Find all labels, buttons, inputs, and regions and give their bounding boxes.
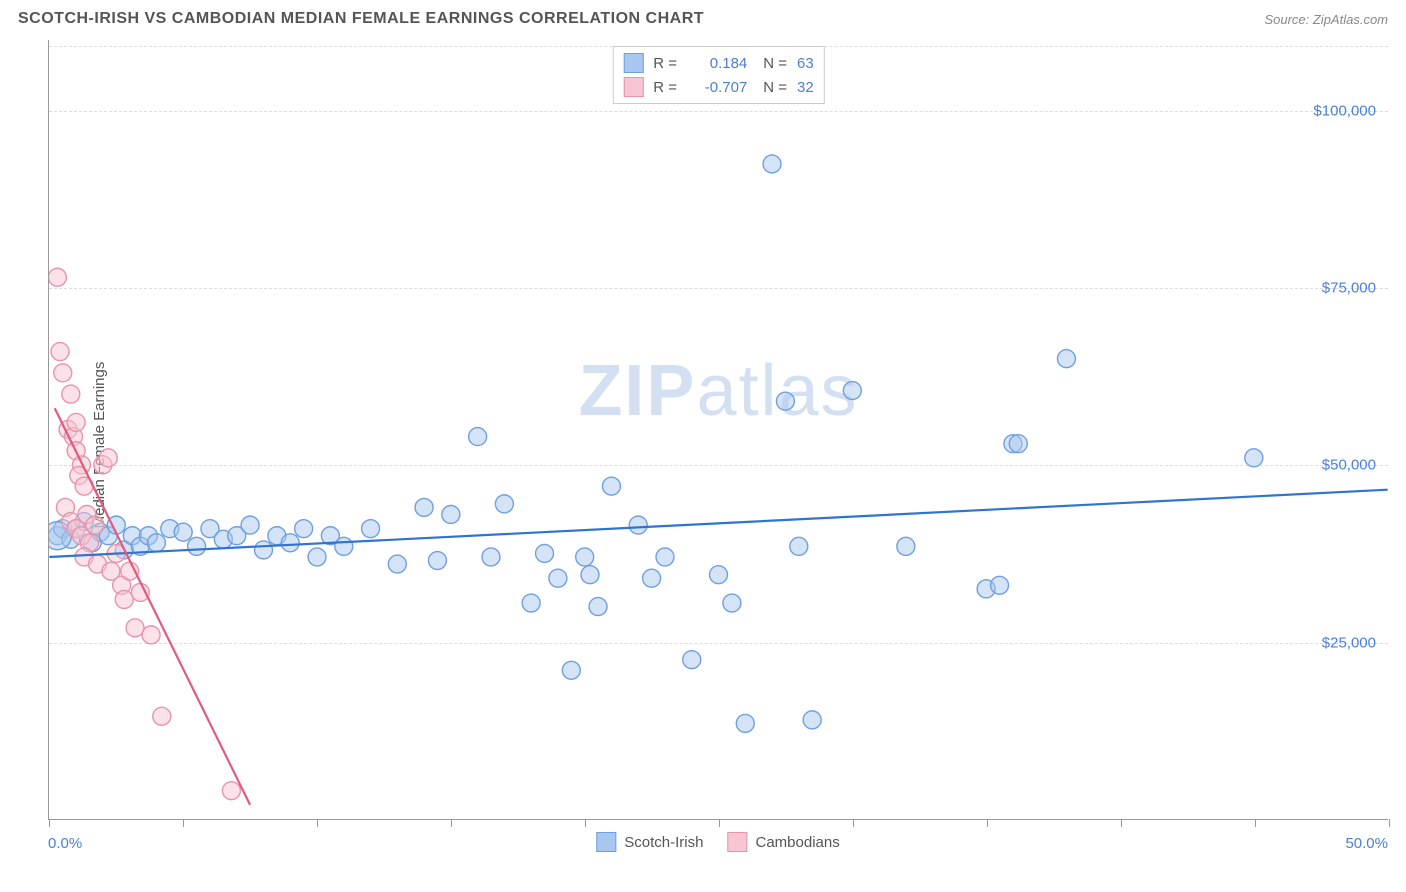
data-point [1245,449,1263,467]
data-point [736,714,754,732]
x-tick [1389,819,1390,827]
r-value-scotch-irish: 0.184 [691,55,747,72]
data-point [126,619,144,637]
data-point [442,505,460,523]
data-point [188,537,206,555]
data-point [776,392,794,410]
data-point [1057,350,1075,368]
data-point [86,516,104,534]
data-point [803,711,821,729]
legend-label-scotch-irish: Scotch-Irish [624,834,703,851]
data-point [602,477,620,495]
data-point [222,782,240,800]
x-min-label: 0.0% [48,835,82,852]
data-point [629,516,647,534]
x-tick [317,819,318,827]
data-point [115,590,133,608]
data-point [991,576,1009,594]
data-point [576,548,594,566]
data-point [897,537,915,555]
stats-row-cambodians: R = -0.707 N = 32 [623,75,813,99]
data-point [562,661,580,679]
data-point [589,598,607,616]
stats-legend: R = 0.184 N = 63 R = -0.707 N = 32 [612,46,824,104]
data-point [142,626,160,644]
data-point [683,651,701,669]
data-point [723,594,741,612]
x-tick [451,819,452,827]
x-tick [585,819,586,827]
data-point [522,594,540,612]
r-label: R = [653,55,681,72]
data-point [51,343,69,361]
data-point [362,520,380,538]
legend-item-scotch-irish: Scotch-Irish [596,832,703,852]
data-point [536,544,554,562]
x-tick [1255,819,1256,827]
data-point [99,449,117,467]
data-point [147,534,165,552]
x-tick [987,819,988,827]
legend-item-cambodians: Cambodians [727,832,839,852]
r-label: R = [653,79,681,96]
x-tick [183,819,184,827]
data-point [643,569,661,587]
data-point [131,583,149,601]
data-point [254,541,272,559]
data-point [241,516,259,534]
n-label: N = [763,55,787,72]
x-tick [1121,819,1122,827]
scatter-plot-svg [49,40,1388,819]
data-point [54,364,72,382]
data-point [482,548,500,566]
plot-area: ZIPatlas $25,000$50,000$75,000$100,000 R… [48,40,1388,820]
chart-container: Median Female Earnings ZIPatlas $25,000$… [48,40,1388,850]
r-value-cambodians: -0.707 [691,79,747,96]
swatch-cambodians [623,77,643,97]
data-point [763,155,781,173]
swatch-scotch-irish [596,832,616,852]
n-label: N = [763,79,787,96]
data-point [428,552,446,570]
data-point [295,520,313,538]
x-tick [853,819,854,827]
data-point [174,523,192,541]
data-point [388,555,406,573]
trend-line [55,408,250,805]
swatch-cambodians [727,832,747,852]
n-value-scotch-irish: 63 [797,55,814,72]
swatch-scotch-irish [623,53,643,73]
data-point [281,534,299,552]
data-point [581,566,599,584]
data-point [62,385,80,403]
data-point [790,537,808,555]
data-point [415,498,433,516]
data-point [49,268,66,286]
data-point [656,548,674,566]
data-point [153,707,171,725]
data-point [67,413,85,431]
n-value-cambodians: 32 [797,79,814,96]
data-point [843,382,861,400]
data-point [495,495,513,513]
data-point [1009,435,1027,453]
chart-title: SCOTCH-IRISH VS CAMBODIAN MEDIAN FEMALE … [18,10,704,28]
source-label: Source: ZipAtlas.com [1264,12,1388,27]
series-legend: Scotch-Irish Cambodians [596,832,839,852]
x-max-label: 50.0% [1345,835,1388,852]
stats-row-scotch-irish: R = 0.184 N = 63 [623,51,813,75]
data-point [710,566,728,584]
data-point [549,569,567,587]
data-point [335,537,353,555]
x-tick [49,819,50,827]
x-tick [719,819,720,827]
data-point [308,548,326,566]
data-point [469,428,487,446]
legend-label-cambodians: Cambodians [755,834,839,851]
